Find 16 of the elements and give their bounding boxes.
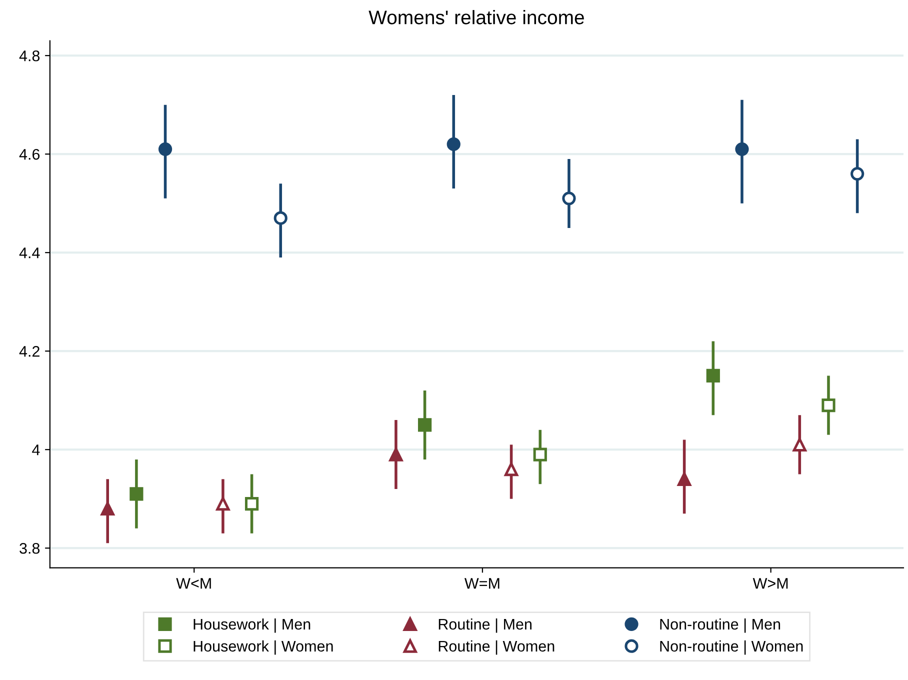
- legend-label: Housework | Men: [194, 618, 310, 633]
- x-tick-label: W=M: [464, 578, 500, 589]
- y-tick-label: 4.2: [19, 346, 40, 357]
- legend-label: Routine | Women: [438, 640, 554, 655]
- y-tick-label: 4.4: [19, 248, 40, 258]
- legend-label: Routine | Men: [438, 618, 532, 633]
- legend-label: Non-routine | Men: [660, 618, 780, 633]
- y-tick-label: 3.8: [20, 542, 40, 554]
- x-tick-label: W<M: [176, 578, 211, 589]
- y-tick-label: 4.6: [19, 148, 40, 160]
- y-tick-label: 4: [32, 444, 40, 456]
- y-tick-label: 4.8: [19, 50, 40, 62]
- legend-label: Non-routine | Women: [660, 640, 803, 655]
- x-tick-label: W>M: [752, 578, 788, 589]
- chart-title: Womens' relative income: [368, 10, 584, 24]
- legend-label: Housework | Women: [194, 640, 333, 655]
